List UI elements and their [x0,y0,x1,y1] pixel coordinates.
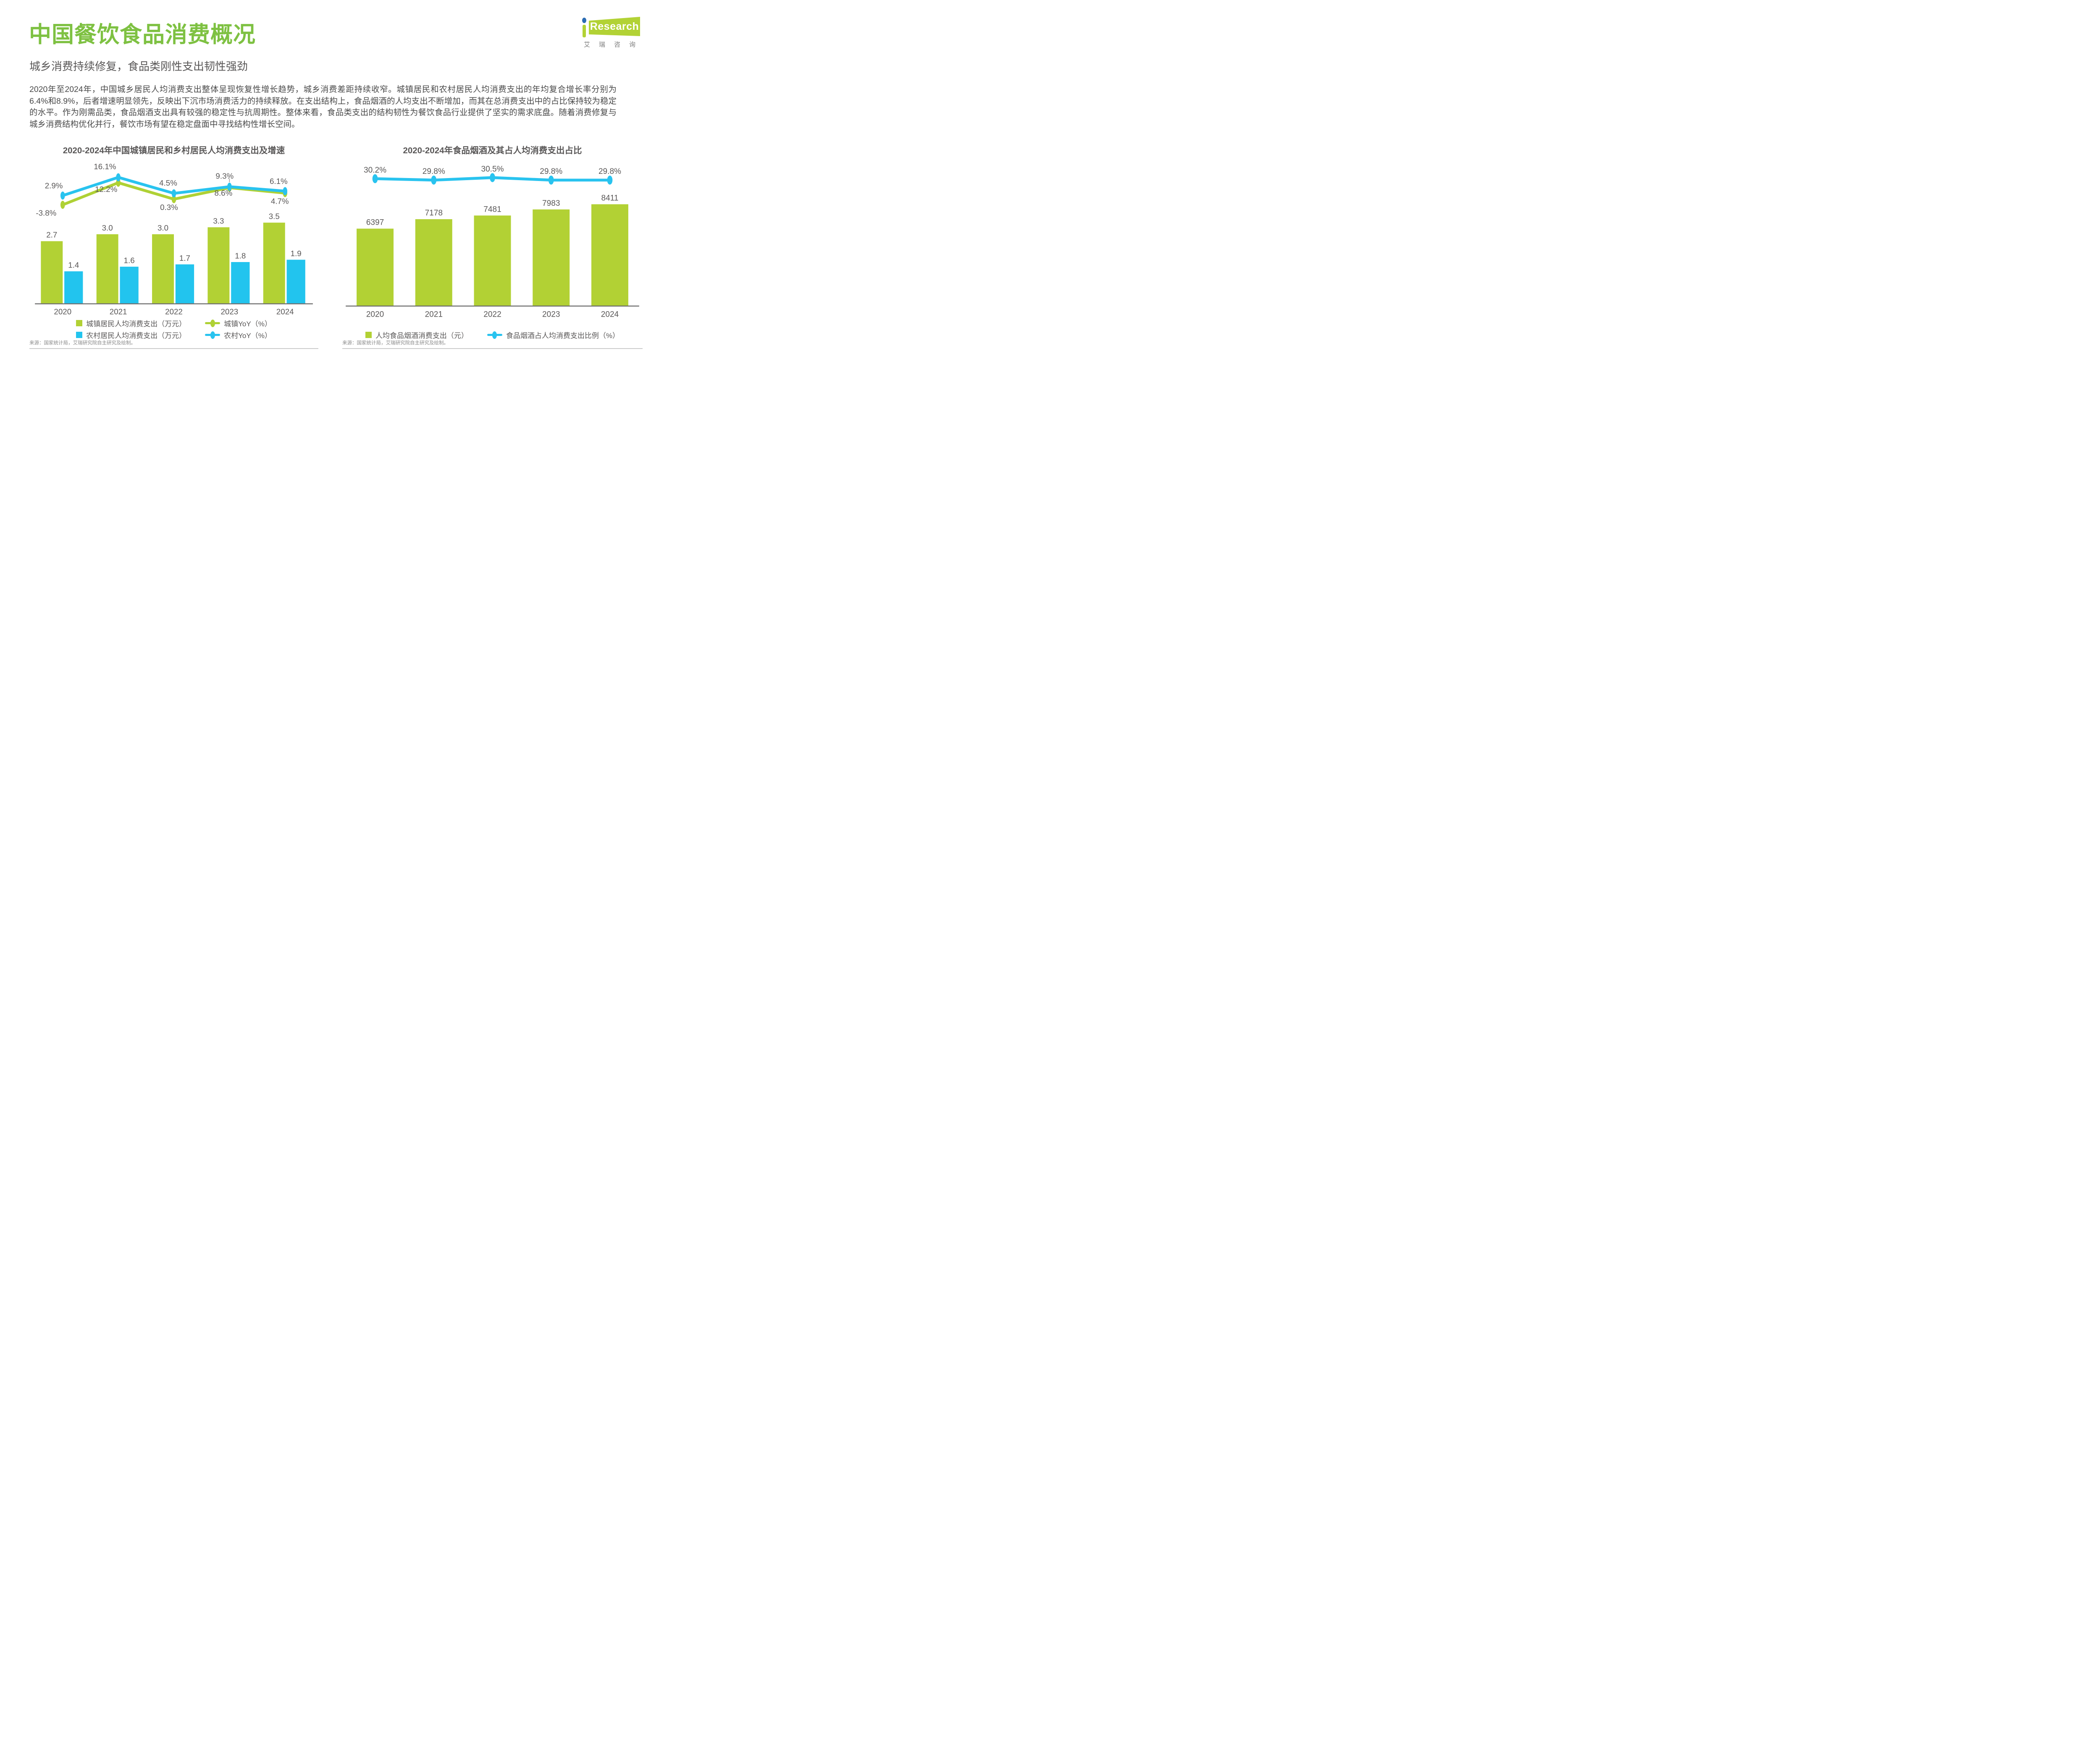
svg-text:30.5%: 30.5% [481,165,504,173]
svg-text:2.9%: 2.9% [45,181,63,190]
svg-text:2021: 2021 [425,310,443,319]
rural-bar-swatch-icon [76,332,83,338]
svg-text:3.0: 3.0 [102,223,113,232]
food-bar-legend-label: 人均食品烟酒消费支出（元） [375,332,468,340]
food-bar-swatch-icon [365,332,372,338]
svg-text:3.0: 3.0 [158,223,168,232]
svg-text:2024: 2024 [601,310,619,319]
svg-text:9.3%: 9.3% [215,171,234,180]
left-chart-legend: 城镇居民人均消费支出（万元） 城镇YoY（%） 农村居民人均消费支出（万元） 农… [29,319,318,340]
right-chart-title: 2020-2024年食品烟酒及其占人均消费支出占比 [403,146,582,155]
urban-bar-legend-label: 城镇居民人均消费支出（万元） [86,320,186,328]
svg-text:7481: 7481 [483,205,501,214]
right-chart-legend: 人均食品烟酒消费支出（元） 食品烟酒占人均消费支出比例（%） [342,330,643,340]
right-chart-section: 2020-2024年食品烟酒及其占人均消费支出占比 6397 7178 7481 79… [342,143,643,349]
legend-row-urban: 城镇居民人均消费支出（万元） 城镇YoY（%） [29,319,318,328]
legend-row-food: 人均食品烟酒消费支出（元） 食品烟酒占人均消费支出比例（%） [342,330,643,340]
body-paragraph: 2020年至2024年，中国城乡居民人均消费支出整体呈现恢复性增长趋势，城乡消费… [29,85,617,129]
svg-text:1.7: 1.7 [179,254,190,262]
food-line-swatch-icon [487,331,502,339]
left-chart-source: 来源：国家统计局，艾瑞研究院自主研究及绘制。 [29,341,136,346]
svg-text:1.4: 1.4 [68,260,79,269]
svg-text:2020: 2020 [366,310,384,319]
svg-text:-3.8%: -3.8% [36,209,56,218]
svg-text:16.1%: 16.1% [94,162,116,171]
legend-row-rural: 农村居民人均消费支出（万元） 农村YoY（%） [29,330,318,340]
svg-text:2022: 2022 [165,307,183,316]
iresearch-logo: Research 艾瑞咨询 [582,16,642,49]
logo-brand-chinese: 艾瑞咨询 [584,41,645,48]
right-chart-canvas: 6397 7178 7481 7983 8411 2020 2021 2022 2023 2024… [346,165,639,319]
left-chart-divider [29,348,318,349]
urban-line-legend-label: 城镇YoY（%） [224,320,272,328]
logo-i-stem-icon [583,25,586,37]
svg-text:6.1%: 6.1% [270,177,288,186]
rural-bar-legend-label: 农村居民人均消费支出（万元） [86,332,186,340]
svg-text:4.5%: 4.5% [159,178,177,187]
svg-text:1.8: 1.8 [235,251,246,260]
svg-text:2023: 2023 [221,307,239,316]
svg-text:2024: 2024 [276,307,294,316]
urban-bar-swatch-icon [76,320,83,327]
food-line-legend-label: 食品烟酒占人均消费支出比例（%） [506,332,620,340]
svg-text:8411: 8411 [601,194,618,203]
rural-line-legend-label: 农村YoY（%） [224,332,272,340]
logo-i-dot-icon [582,18,586,23]
svg-text:8.6%: 8.6% [215,189,233,197]
svg-text:7178: 7178 [425,209,443,218]
logo-brand-name: Research [590,20,639,32]
logo-parallelogram: Research [589,17,640,36]
svg-text:12.2%: 12.2% [95,185,117,194]
svg-text:3.5: 3.5 [269,212,280,221]
charts-container: 2020-2024年中国城镇居民和乡村居民人均消费支出及增速 2.7 3.0 3.0… [29,143,643,349]
urban-line-swatch-icon [205,319,220,328]
svg-text:2.7: 2.7 [46,231,57,239]
left-chart-title: 2020-2024年中国城镇居民和乡村居民人均消费支出及增速 [63,146,285,155]
svg-text:7983: 7983 [542,199,560,208]
svg-text:4.7%: 4.7% [271,197,289,206]
svg-text:3.3: 3.3 [213,217,224,226]
svg-text:2022: 2022 [483,310,501,319]
rural-line-swatch-icon [205,331,220,339]
logo-i-icon [582,18,586,37]
left-chart-section: 2020-2024年中国城镇居民和乡村居民人均消费支出及增速 2.7 3.0 3.0… [29,143,318,349]
svg-text:2023: 2023 [542,310,560,319]
page-title: 中国餐饮食品消费概况 [29,22,256,47]
svg-text:2021: 2021 [110,307,127,316]
svg-text:29.8%: 29.8% [423,167,445,176]
svg-text:30.2%: 30.2% [364,166,386,175]
svg-text:0.3%: 0.3% [160,203,178,212]
iresearch-logo-mark: Research [582,16,642,37]
report-page: 中国餐饮食品消费概况 城乡消费持续修复，食品类刚性支出韧性强劲 Research… [0,0,645,349]
svg-text:1.6: 1.6 [124,256,135,265]
right-chart-source: 来源：国家统计局，艾瑞研究院自主研究及绘制。 [342,341,449,346]
left-chart-canvas: 2.7 3.0 3.0 3.3 3.5 1.4 1.6 1.7 1.8 1.9 2020 2021 20… [35,162,313,316]
svg-text:2020: 2020 [54,307,71,316]
right-chart-divider [342,348,643,349]
svg-text:29.8%: 29.8% [598,167,621,176]
page-subtitle: 城乡消费持续修复，食品类刚性支出韧性强劲 [29,60,248,73]
svg-text:1.9: 1.9 [291,249,302,258]
svg-text:6397: 6397 [366,218,384,227]
svg-text:29.8%: 29.8% [540,167,562,176]
